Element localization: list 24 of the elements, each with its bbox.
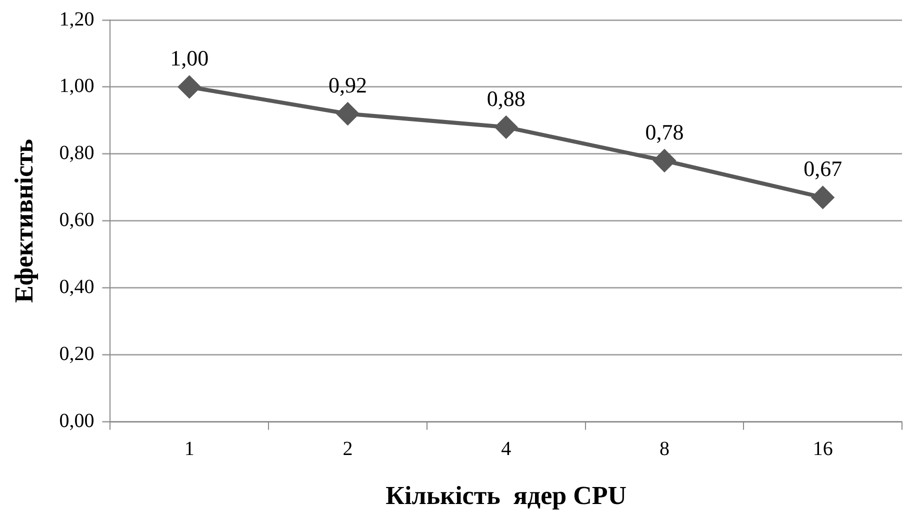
x-tick-label: 1 bbox=[184, 438, 194, 460]
data-label: 0,78 bbox=[645, 119, 684, 144]
y-tick-label: 0,20 bbox=[59, 343, 94, 366]
y-tick-label: 0,00 bbox=[59, 410, 94, 432]
x-tick-label: 2 bbox=[342, 438, 353, 460]
y-axis-title: Ефективність bbox=[9, 138, 38, 303]
y-tick-label: 0,60 bbox=[59, 209, 94, 232]
y-tick-label: 0,40 bbox=[59, 276, 94, 298]
x-axis-title: Кількість ядер CPU bbox=[386, 481, 627, 510]
data-label: 1,00 bbox=[170, 46, 209, 71]
point bbox=[336, 102, 359, 125]
y-tick-label: 0,80 bbox=[59, 142, 94, 164]
x-tick-label: 16 bbox=[812, 438, 833, 460]
y-tick-label: 1,00 bbox=[59, 75, 94, 98]
data-label: 0,67 bbox=[804, 156, 842, 182]
data-label: 0,92 bbox=[328, 72, 367, 98]
data-label: 0,88 bbox=[486, 86, 526, 111]
x-tick-label: 4 bbox=[501, 438, 512, 460]
x-tick-label: 8 bbox=[659, 438, 670, 460]
point bbox=[495, 116, 518, 138]
y-tick-label: 1,20 bbox=[59, 8, 94, 30]
point bbox=[178, 76, 200, 98]
point bbox=[812, 186, 834, 208]
point bbox=[653, 150, 676, 172]
